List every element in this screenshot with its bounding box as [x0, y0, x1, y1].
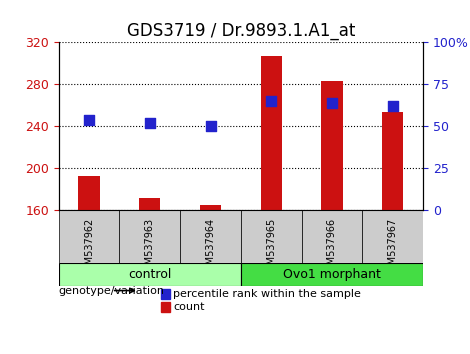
Title: GDS3719 / Dr.9893.1.A1_at: GDS3719 / Dr.9893.1.A1_at: [127, 22, 355, 40]
Point: [328, 100, 336, 106]
Text: GSM537965: GSM537965: [266, 218, 276, 277]
Point: [389, 103, 396, 109]
Text: GSM537967: GSM537967: [388, 218, 398, 277]
Text: count: count: [173, 302, 205, 312]
FancyBboxPatch shape: [59, 263, 241, 286]
FancyBboxPatch shape: [362, 210, 423, 263]
Bar: [321, 81, 343, 210]
Text: Ovo1 morphant: Ovo1 morphant: [283, 268, 381, 281]
Text: GSM537964: GSM537964: [205, 218, 216, 277]
Text: GSM537962: GSM537962: [84, 218, 94, 277]
Text: percentile rank within the sample: percentile rank within the sample: [173, 289, 361, 299]
Point: [146, 120, 154, 126]
Point: [207, 124, 214, 129]
Bar: [78, 176, 100, 210]
FancyBboxPatch shape: [302, 210, 362, 263]
Bar: [260, 56, 282, 210]
Bar: [382, 112, 403, 210]
Text: GSM537963: GSM537963: [145, 218, 155, 277]
Bar: [161, 302, 170, 312]
Point: [267, 98, 275, 104]
Bar: [161, 289, 170, 299]
FancyBboxPatch shape: [241, 263, 423, 286]
FancyBboxPatch shape: [180, 210, 241, 263]
Text: GSM537966: GSM537966: [327, 218, 337, 277]
FancyBboxPatch shape: [59, 210, 119, 263]
Bar: [139, 198, 160, 210]
Text: genotype/variation: genotype/variation: [59, 286, 165, 296]
FancyBboxPatch shape: [119, 210, 180, 263]
Point: [86, 117, 93, 122]
Bar: [200, 205, 221, 210]
FancyBboxPatch shape: [241, 210, 302, 263]
Text: control: control: [128, 268, 172, 281]
